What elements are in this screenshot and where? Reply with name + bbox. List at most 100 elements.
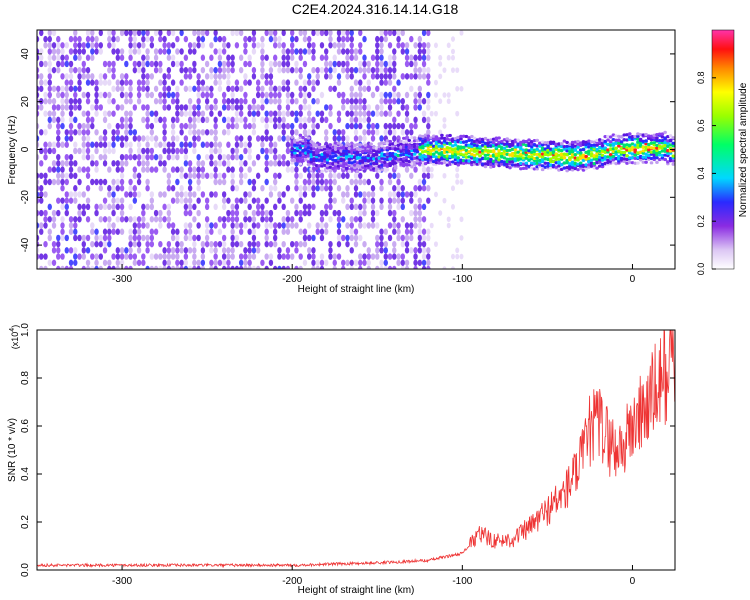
heatmap-cell [255, 42, 261, 49]
heatmap-cell [183, 259, 189, 266]
heatmap-ridge-cell [342, 164, 346, 169]
heatmap-cell [179, 166, 184, 173]
heatmap-ridge-cell [505, 148, 510, 153]
heatmap-ridge-cell [663, 153, 667, 157]
heatmap-ridge-cell [598, 145, 602, 150]
heatmap-cell [90, 54, 95, 61]
heatmap-cell [358, 178, 363, 186]
heatmap-ridge-cell [600, 165, 605, 169]
heatmap-cell [136, 91, 142, 99]
heatmap-cell [302, 166, 308, 173]
heatmap-cell [200, 259, 206, 266]
heatmap-cell [358, 191, 363, 198]
heatmap-cell [450, 36, 455, 42]
heatmap-cell [204, 222, 210, 229]
heatmap-cell [302, 228, 308, 235]
heatmap-cell [37, 66, 40, 74]
heatmap-cell [396, 259, 401, 266]
heatmap-cell [209, 160, 214, 167]
heatmap-ridge-cell [508, 162, 512, 166]
heatmap-ridge-cell [584, 163, 588, 167]
heatmap-cell [298, 66, 303, 74]
heatmap-ridge-cell [312, 157, 316, 161]
heatmap-cell [400, 104, 405, 111]
heatmap-cell [175, 228, 180, 235]
heatmap-cell [281, 129, 286, 136]
heatmap-cell [183, 141, 189, 148]
heatmap-ridge-cell [445, 163, 450, 167]
heatmap-cell [90, 228, 95, 235]
heatmap-ridge-cell [426, 151, 431, 155]
heatmap-ridge-cell [418, 142, 422, 147]
heatmap-ridge-cell [622, 153, 627, 157]
heatmap-cell [238, 197, 244, 204]
heatmap-cell [319, 265, 325, 269]
heatmap-cell [281, 240, 286, 248]
heatmap-cell [51, 160, 57, 167]
heatmap-cell [158, 98, 163, 105]
heatmap-cell [230, 216, 235, 223]
heatmap-cell [277, 42, 282, 49]
heatmap-cell [234, 216, 240, 223]
heatmap-cell [234, 104, 240, 111]
heatmap-cell [302, 85, 308, 92]
heatmap-cell [438, 210, 443, 216]
heatmap-cell [238, 85, 244, 92]
heatmap-ridge-cell [467, 155, 471, 159]
heatmap-cell [64, 98, 69, 105]
heatmap-cell [370, 222, 376, 229]
heatmap-cell [421, 110, 427, 117]
heatmap-cell [145, 222, 150, 229]
heatmap-ridge-cell [472, 156, 477, 160]
heatmap-ridge-cell [323, 151, 327, 155]
snr-y-scale-note: (x104) [9, 325, 20, 349]
heatmap-cell [136, 48, 142, 55]
heatmap-cell [56, 253, 61, 260]
heatmap-cell [268, 191, 274, 198]
heatmap-cell [260, 141, 265, 148]
heatmap-ridge-cell [641, 133, 646, 137]
heatmap-ridge-cell [314, 155, 319, 159]
heatmap-cell [290, 98, 295, 105]
heatmap-ridge-cell [641, 160, 646, 164]
colorbar-label: Normalized spectral amplitude [738, 82, 749, 217]
heatmap-cell [336, 116, 342, 124]
heatmap-cell [311, 259, 316, 266]
heatmap-cell [200, 91, 206, 99]
heatmap-cell [353, 129, 359, 136]
heatmap-ridge-cell [557, 164, 561, 168]
heatmap-ridge-cell [527, 155, 531, 159]
heatmap-cell [60, 42, 65, 49]
heatmap-ridge-cell [317, 145, 322, 149]
heatmap-ridge-cell [649, 134, 654, 138]
heatmap-cell [277, 253, 282, 260]
heatmap-ridge-cell [304, 141, 308, 145]
heatmap-cell [153, 48, 159, 55]
heatmap-ridge-cell [410, 157, 414, 161]
heatmap-cell [94, 178, 99, 186]
heatmap-cell [366, 191, 371, 198]
heatmap-cell [102, 234, 108, 242]
heatmap-cell [115, 54, 121, 61]
heatmap-cell [119, 91, 125, 99]
heatmap-cell [336, 253, 342, 260]
heatmap-ridge-cell [489, 157, 493, 162]
heatmap-ridge-cell [377, 150, 382, 154]
heatmap-ridge-cell [584, 154, 588, 159]
heatmap-ridge-cell [483, 144, 488, 149]
heatmap-cell [39, 79, 44, 86]
heatmap-cell [196, 30, 201, 37]
heatmap-cell [255, 91, 261, 99]
heatmap-cell [247, 240, 252, 248]
heatmap-cell [221, 129, 227, 136]
heatmap-ridge-cell [421, 134, 425, 139]
heatmap-ridge-cell [480, 151, 485, 156]
heatmap-cell [47, 54, 52, 61]
heatmap-cell [73, 259, 78, 266]
heatmap-ridge-cell [576, 162, 580, 166]
heatmap-cell [217, 48, 223, 55]
heatmap-cell [290, 197, 295, 204]
heatmap-ridge-cell [298, 153, 303, 157]
heatmap-cell [281, 116, 286, 124]
heatmap-cell [358, 60, 363, 68]
